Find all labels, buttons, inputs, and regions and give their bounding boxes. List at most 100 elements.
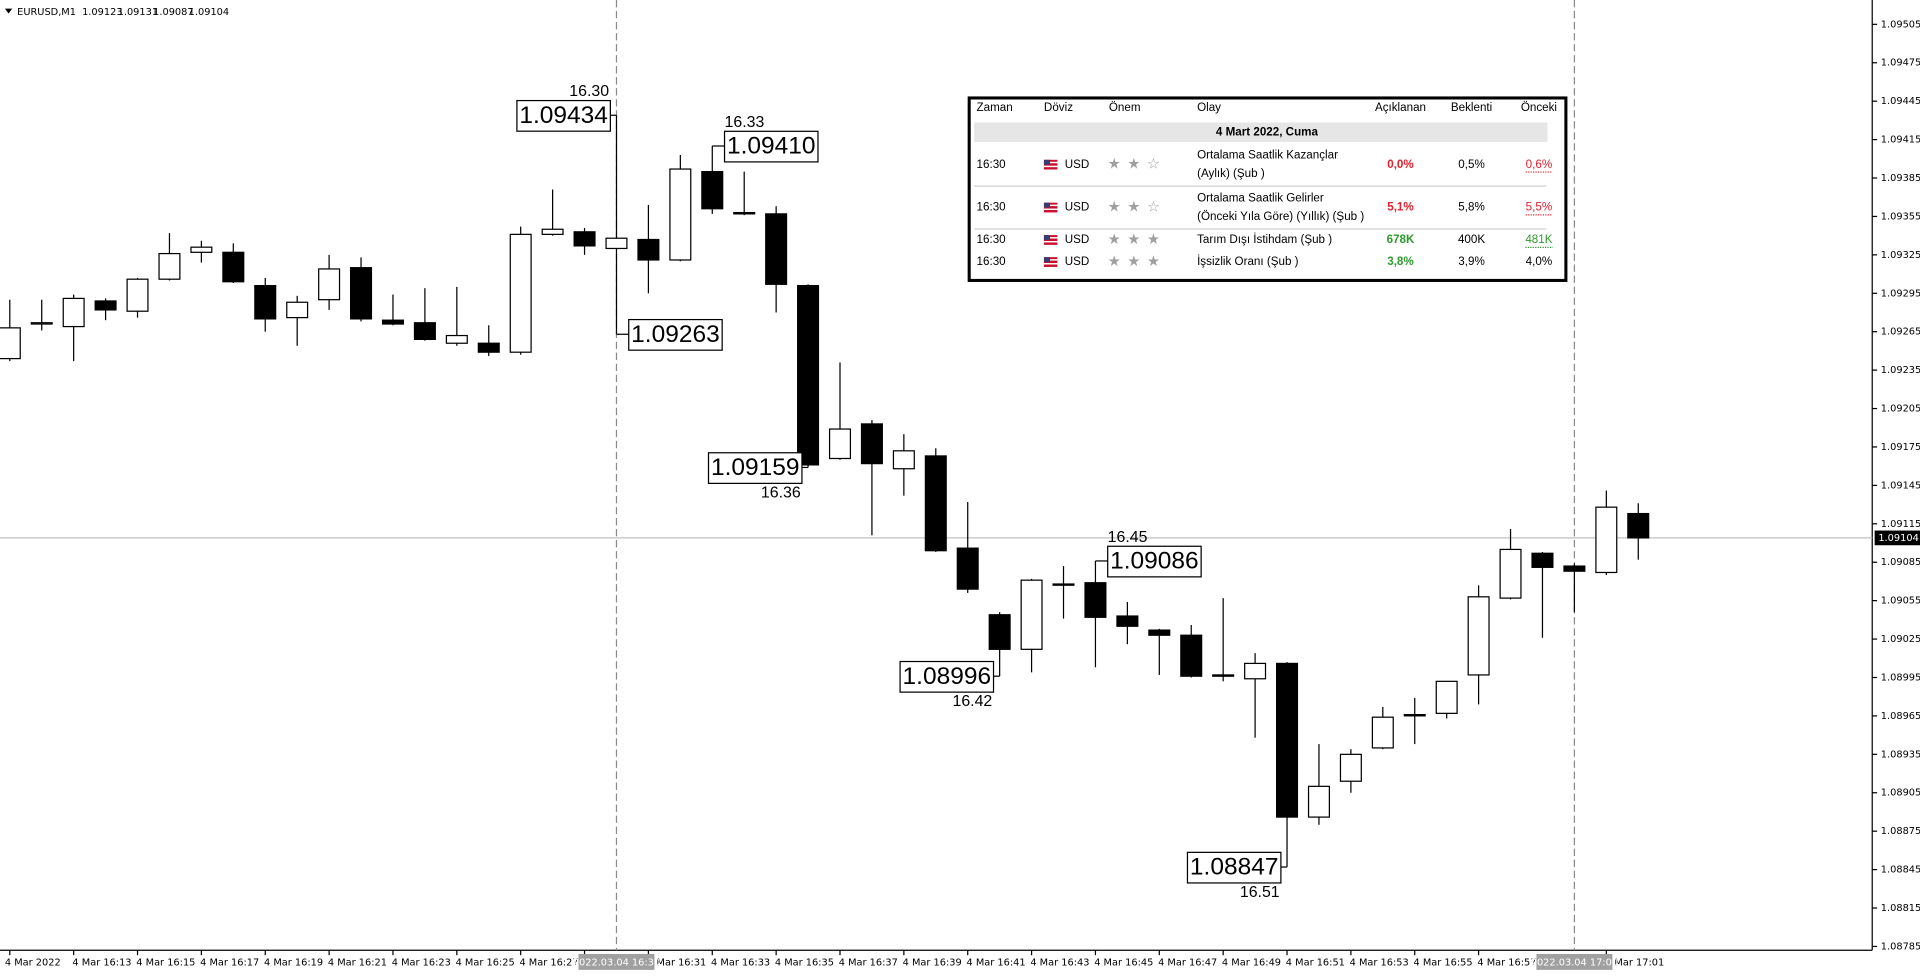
candle-body [126, 278, 149, 312]
candle-body [158, 252, 181, 280]
x-tick-label: 4 Mar 16:53 [1350, 958, 1409, 969]
annotation-time: 16.45 [1108, 529, 1148, 546]
candle-body [637, 238, 660, 261]
candle-body [1627, 512, 1650, 539]
candle-body [988, 614, 1011, 650]
forecast-value: 5,8% [1458, 201, 1485, 214]
candle-body [1307, 785, 1330, 818]
candle-body [0, 327, 21, 360]
x-tick-label: 4 Mar 16:33 [711, 958, 770, 969]
candle-body [1116, 615, 1139, 627]
calendar-header: Beklenti [1451, 101, 1492, 114]
forecast-value: 400K [1458, 233, 1485, 246]
price-annotation: 1.09086 [1110, 548, 1199, 575]
x-tick-label: 4 Mar 16:47 [1158, 958, 1217, 969]
importance-stars: ★ ★ ☆ [1108, 199, 1160, 216]
calendar-panel: Zaman Döviz Önem Olay Açıklanan Beklenti Öncek… [967, 96, 1568, 282]
actual-value: 678K [1387, 233, 1415, 246]
y-tick-label: 1.09355 [1881, 211, 1920, 222]
y-tick-label: 1.09475 [1881, 58, 1920, 69]
candle-body [509, 233, 532, 353]
x-tick-label: 4 Mar 16:45 [1094, 958, 1153, 969]
candle-body [254, 284, 277, 320]
calendar-header: Döviz [1044, 101, 1073, 114]
calendar-header: Önem [1109, 101, 1141, 114]
actual-value: 0,0% [1387, 158, 1414, 171]
flag-stripe [1043, 240, 1058, 243]
candle-body [30, 322, 53, 325]
candle-body [1084, 582, 1107, 618]
importance-stars: ★ ★ ☆ [1108, 156, 1160, 173]
candle-body [1339, 753, 1362, 782]
candle-body [892, 450, 915, 470]
price-annotation-box [1186, 851, 1282, 884]
candle-body [1595, 506, 1618, 574]
legend-open: 1.09123 [82, 7, 122, 18]
star: ★ [1108, 199, 1121, 216]
forecast-value: 0,5% [1458, 158, 1485, 171]
flag-field [1043, 235, 1058, 245]
star: ★ [1108, 253, 1121, 270]
x-tick-label: 4 Mar 16:43 [1030, 958, 1089, 969]
flag-stripe [1043, 169, 1058, 172]
flag-canton [1043, 235, 1051, 241]
candle-body [1275, 662, 1299, 818]
previous-value: 4,0% [1526, 255, 1553, 268]
candle-body [318, 268, 341, 301]
x-tick-label: 4 Mar 16:21 [328, 958, 387, 969]
x-tick-label: 4 Mar 16:23 [392, 958, 451, 969]
calendar-header: Açıklanan [1375, 101, 1426, 114]
y-tick-label: 1.08995 [1881, 672, 1920, 683]
flag-stripe [1043, 165, 1058, 168]
x-tick-label: 4 Mar 16:51 [1286, 958, 1345, 969]
x-tick-label: 4 Mar 16:39 [903, 958, 962, 969]
x-tick-label: 4 Mar 16:15 [136, 958, 195, 969]
candle-body [605, 237, 628, 250]
currency: USD [1065, 158, 1090, 171]
x-tick-label: 4 Mar 16:19 [264, 958, 323, 969]
calendar-header: Önceki [1521, 101, 1557, 114]
candle-body [1499, 548, 1522, 599]
symbol-label: EURUSD,M1 [17, 7, 76, 18]
previous-value: 481K [1525, 233, 1552, 246]
event-marker-label-box [578, 953, 655, 970]
y-tick-label: 1.09025 [1881, 634, 1920, 645]
price-annotation: 1.09410 [727, 133, 816, 160]
star: ☆ [1147, 156, 1160, 173]
x-tick-label: 4 Mar 16:27 [519, 958, 578, 969]
event-name: (Önceki Yıla Göre) (Yıllık) (Şub ) [1197, 210, 1364, 223]
candle-body [222, 251, 245, 283]
price-annotation: 1.08847 [1190, 854, 1279, 881]
x-tick-label: 4 Mar 16:25 [456, 958, 515, 969]
candle-body [828, 428, 852, 460]
candle-body [286, 301, 309, 319]
flag-canton [1043, 202, 1051, 208]
candle-body [573, 231, 596, 247]
actual-value: 5,1% [1387, 201, 1414, 214]
candle-body [1180, 634, 1203, 677]
current-price-label: 1.09104 [1878, 533, 1918, 544]
candle-body [924, 455, 947, 552]
price-annotation-box [707, 452, 803, 484]
price-annotation-box [899, 660, 995, 693]
price-annotation: 1.08996 [903, 663, 992, 690]
x-tick-label: 4 Mar 16:57 [1477, 958, 1536, 969]
event-time: 16:30 [977, 201, 1007, 214]
forecast-value: 3,9% [1458, 255, 1485, 268]
candle-body [350, 267, 373, 320]
event-name: Ortalama Saatlik Gelirler [1197, 191, 1324, 204]
flag-canton [1043, 257, 1051, 263]
annotation-time: 16.42 [952, 693, 992, 710]
event-time: 16:30 [977, 233, 1007, 246]
flag-stripe [1043, 259, 1058, 261]
y-tick-label: 1.09445 [1881, 96, 1920, 107]
x-tick-label: 4 Mar 16:13 [72, 958, 131, 969]
event-name: Ortalama Saatlik Kazançlar [1197, 149, 1338, 162]
candle-body [797, 284, 820, 466]
y-tick-label: 1.08815 [1881, 903, 1920, 914]
y-tick-label: 1.08845 [1881, 865, 1920, 876]
y-tick-label: 1.09265 [1881, 327, 1920, 338]
x-tick-label: 4 Mar 2022 [5, 958, 61, 969]
